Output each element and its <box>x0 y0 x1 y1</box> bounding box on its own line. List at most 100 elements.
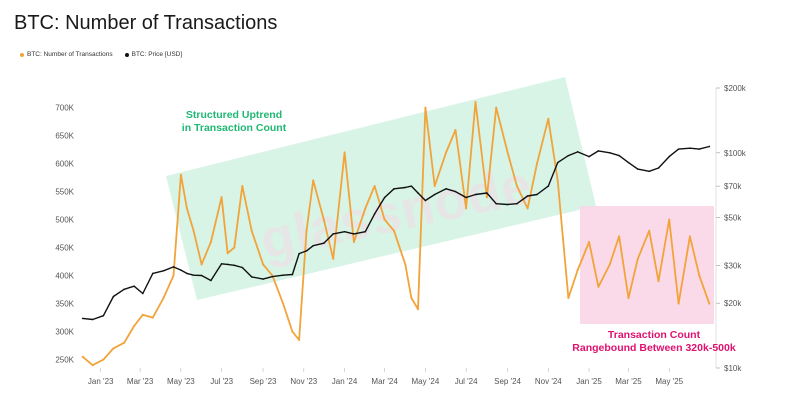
legend-swatch-price <box>124 52 129 57</box>
x-axis: Jan '23 Mar '23 May '23 Jul '23 Sep '23 Nov '… <box>88 368 684 386</box>
x-tick-label: May '23 <box>167 377 195 386</box>
tx-data-point <box>172 274 175 277</box>
tx-data-point <box>698 274 701 277</box>
tx-data-point <box>305 229 308 232</box>
price-data-point <box>526 195 529 197</box>
tx-data-point <box>151 316 154 319</box>
legend-item-price[interactable]: BTC: Price [USD] <box>124 51 183 58</box>
price-data-point <box>648 170 650 173</box>
price-data-point <box>282 274 284 276</box>
price-data-point <box>250 276 253 278</box>
price-data-point <box>618 154 620 157</box>
tx-data-point <box>383 218 386 221</box>
annotation-range-line2: Rangebound Between 320k-500k <box>572 342 736 354</box>
right-tick-label: $30k <box>724 261 742 270</box>
price-data-point <box>133 285 135 287</box>
legend-label-price: BTC: Price [USD] <box>131 51 183 58</box>
price-data-point <box>465 196 467 199</box>
tx-data-point <box>112 347 115 350</box>
x-tick-label: Nov '24 <box>535 377 562 386</box>
legend-swatch-transactions <box>20 52 24 57</box>
legend-item-transactions[interactable]: BTC: Number of Transactions <box>20 51 113 58</box>
price-data-point <box>698 148 701 150</box>
left-tick-label: 600K <box>55 160 74 169</box>
tx-data-point <box>185 207 188 210</box>
price-data-point <box>657 167 660 169</box>
tx-data-point <box>179 173 182 176</box>
price-data-point <box>332 233 334 235</box>
series-points-price <box>81 145 711 321</box>
price-data-point <box>91 318 94 321</box>
tx-data-point <box>250 229 253 232</box>
tx-data-point <box>567 297 570 299</box>
price-data-point <box>627 161 630 164</box>
tx-data-point <box>102 358 105 361</box>
price-data-point <box>162 269 165 272</box>
tx-data-point <box>291 330 294 333</box>
left-tick-label: 400K <box>55 272 74 281</box>
right-tick-label: $70k <box>724 182 742 191</box>
left-tick-label: 500K <box>55 216 74 225</box>
tx-data-point <box>535 162 538 165</box>
tx-data-point <box>322 218 325 221</box>
tx-data-point <box>627 297 630 299</box>
price-data-point <box>112 295 115 298</box>
tx-data-point <box>162 297 165 299</box>
tx-data-point <box>506 151 509 154</box>
price-data-point <box>291 273 294 276</box>
tx-data-point <box>123 341 126 344</box>
price-data-point <box>495 202 498 205</box>
tx-data-point <box>364 207 367 210</box>
tx-data-point <box>352 241 355 243</box>
x-tick-label: Mar '25 <box>615 377 642 386</box>
price-data-point <box>233 264 236 267</box>
tx-data-point <box>282 302 285 305</box>
price-data-point <box>608 151 611 154</box>
price-data-point <box>364 230 367 233</box>
tx-data-point <box>404 263 407 266</box>
price-data-point <box>393 188 395 190</box>
price-data-point <box>445 188 447 190</box>
price-data-point <box>226 263 229 266</box>
price-data-point <box>637 168 639 170</box>
right-axis: $10k $20k $30k $50k $70k $100k $200k <box>716 84 747 373</box>
price-data-point <box>668 155 671 158</box>
tx-data-point <box>81 355 84 358</box>
price-data-point <box>192 274 195 276</box>
tx-data-point <box>233 246 236 249</box>
left-axis: 250K 300K 350K 400K 450K 500K 550K 600K 650K 700K <box>55 104 74 365</box>
price-data-point <box>708 145 711 148</box>
left-tick-label: 550K <box>55 188 74 197</box>
price-data-point <box>588 155 590 158</box>
price-data-point <box>241 266 244 269</box>
uptrend-zone <box>166 77 596 300</box>
price-data-point <box>536 193 538 196</box>
tx-data-point <box>343 151 346 154</box>
left-tick-label: 300K <box>55 328 74 337</box>
tx-data-point <box>454 129 457 131</box>
chart-legend: BTC: Number of Transactions BTC: Price [… <box>20 51 182 58</box>
left-tick-label: 700K <box>55 104 74 113</box>
left-tick-label: 250K <box>55 356 74 365</box>
price-data-point <box>180 269 182 271</box>
tx-data-point <box>241 185 244 187</box>
tx-data-point <box>465 207 468 210</box>
price-data-point <box>404 186 407 189</box>
price-data-point <box>323 242 325 245</box>
annotation-range-line1: Transaction Count <box>608 329 701 341</box>
tx-data-point <box>597 285 600 288</box>
chart-title: BTC: Number of Transactions <box>14 12 278 34</box>
right-tick-label: $20k <box>724 299 742 308</box>
tx-data-point <box>312 179 315 182</box>
x-tick-label: Mar '24 <box>371 377 398 386</box>
price-data-point <box>262 278 264 280</box>
right-tick-label: $10k <box>724 364 742 373</box>
x-tick-label: Nov '23 <box>290 377 317 386</box>
tx-data-point <box>588 241 591 243</box>
tx-data-point <box>618 235 621 238</box>
price-data-point <box>172 266 175 268</box>
x-tick-label: Jan '24 <box>332 377 358 386</box>
tx-data-point <box>192 229 195 232</box>
tx-data-point <box>515 185 518 187</box>
tx-data-point <box>433 185 436 187</box>
